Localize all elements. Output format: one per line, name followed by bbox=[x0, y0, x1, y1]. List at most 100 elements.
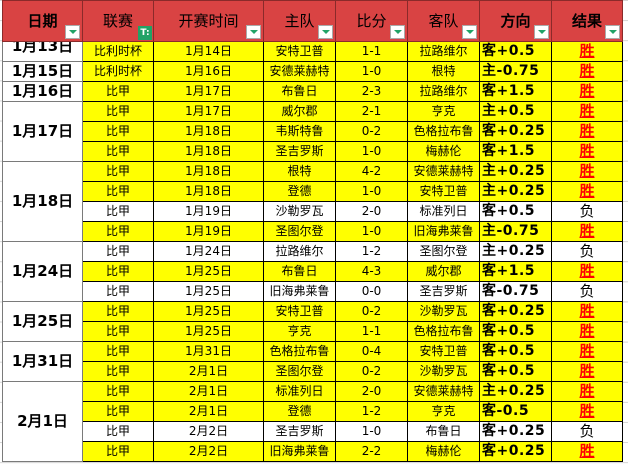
league-cell[interactable]: 比甲 bbox=[82, 201, 154, 222]
home-cell[interactable]: 亨克 bbox=[263, 321, 336, 342]
direction-cell[interactable]: 客+0.25 bbox=[479, 121, 552, 142]
result-cell[interactable]: 胜 bbox=[551, 341, 623, 362]
direction-cell[interactable]: 主-0.75 bbox=[479, 221, 552, 242]
direction-cell[interactable]: 客+0.5 bbox=[479, 321, 552, 342]
time-cell[interactable]: 1月31日 bbox=[153, 341, 264, 362]
league-cell[interactable]: 比甲 bbox=[82, 121, 154, 142]
direction-cell[interactable]: 客+0.5 bbox=[479, 41, 552, 62]
time-cell[interactable]: 2月1日 bbox=[153, 361, 264, 382]
home-cell[interactable]: 威尔郡 bbox=[263, 101, 336, 122]
score-cell[interactable]: 1-0 bbox=[335, 221, 408, 242]
result-cell[interactable]: 胜 bbox=[551, 261, 623, 282]
result-cell[interactable]: 胜 bbox=[551, 101, 623, 122]
away-cell[interactable]: 梅赫伦 bbox=[407, 441, 480, 462]
result-cell[interactable]: 负 bbox=[551, 421, 623, 442]
home-cell[interactable]: 圣图尔登 bbox=[263, 361, 336, 382]
away-cell[interactable]: 拉路维尔 bbox=[407, 81, 480, 102]
direction-cell[interactable]: 客+1.5 bbox=[479, 141, 552, 162]
date-cell[interactable]: 1月17日 bbox=[2, 101, 83, 162]
league-cell[interactable]: 比甲 bbox=[82, 281, 154, 302]
date-cell[interactable]: 1月31日 bbox=[2, 341, 83, 382]
away-cell[interactable]: 圣图尔登 bbox=[407, 241, 480, 262]
score-cell[interactable]: 2-1 bbox=[335, 101, 408, 122]
away-cell[interactable]: 色格拉布鲁 bbox=[407, 121, 480, 142]
result-cell[interactable]: 胜 bbox=[551, 221, 623, 242]
time-cell[interactable]: 1月18日 bbox=[153, 161, 264, 182]
away-cell[interactable]: 圣吉罗斯 bbox=[407, 281, 480, 302]
dropdown-icon[interactable] bbox=[246, 25, 261, 39]
dropdown-icon[interactable] bbox=[65, 25, 80, 39]
time-cell[interactable]: 1月18日 bbox=[153, 121, 264, 142]
time-cell[interactable]: 1月25日 bbox=[153, 261, 264, 282]
direction-cell[interactable]: 客+0.25 bbox=[479, 441, 552, 462]
league-cell[interactable]: 比甲 bbox=[82, 421, 154, 442]
direction-cell[interactable]: 主+0.5 bbox=[479, 101, 552, 122]
league-cell[interactable]: 比甲 bbox=[82, 101, 154, 122]
date-cell[interactable]: 1月16日 bbox=[2, 81, 83, 102]
time-cell[interactable]: 2月1日 bbox=[153, 381, 264, 402]
home-cell[interactable]: 布鲁日 bbox=[263, 261, 336, 282]
score-cell[interactable]: 0-2 bbox=[335, 121, 408, 142]
time-cell[interactable]: 1月17日 bbox=[153, 81, 264, 102]
score-cell[interactable]: 1-0 bbox=[335, 181, 408, 202]
score-cell[interactable]: 1-2 bbox=[335, 401, 408, 422]
league-cell[interactable]: 比甲 bbox=[82, 401, 154, 422]
league-cell[interactable]: 比利时杯 bbox=[82, 41, 154, 62]
score-cell[interactable]: 1-0 bbox=[335, 61, 408, 82]
home-cell[interactable]: 安德莱赫特 bbox=[263, 61, 336, 82]
time-cell[interactable]: 2月2日 bbox=[153, 421, 264, 442]
direction-cell[interactable]: 客+0.25 bbox=[479, 421, 552, 442]
league-cell[interactable]: 比甲 bbox=[82, 341, 154, 362]
time-cell[interactable]: 1月18日 bbox=[153, 181, 264, 202]
result-cell[interactable]: 胜 bbox=[551, 321, 623, 342]
home-cell[interactable]: 布鲁日 bbox=[263, 81, 336, 102]
time-cell[interactable]: 2月1日 bbox=[153, 401, 264, 422]
time-cell[interactable]: 1月25日 bbox=[153, 301, 264, 322]
time-cell[interactable]: 1月16日 bbox=[153, 61, 264, 82]
result-cell[interactable]: 胜 bbox=[551, 401, 623, 422]
time-cell[interactable]: 1月19日 bbox=[153, 201, 264, 222]
league-cell[interactable]: 比甲 bbox=[82, 181, 154, 202]
home-cell[interactable]: 圣吉罗斯 bbox=[263, 421, 336, 442]
score-cell[interactable]: 0-4 bbox=[335, 341, 408, 362]
result-cell[interactable]: 胜 bbox=[551, 41, 623, 62]
time-cell[interactable]: 1月19日 bbox=[153, 221, 264, 242]
home-cell[interactable]: 旧海弗莱鲁 bbox=[263, 281, 336, 302]
score-cell[interactable]: 1-0 bbox=[335, 141, 408, 162]
date-cell[interactable]: 1月24日 bbox=[2, 241, 83, 302]
home-cell[interactable]: 标准列日 bbox=[263, 381, 336, 402]
score-cell[interactable]: 2-3 bbox=[335, 81, 408, 102]
home-cell[interactable]: 登德 bbox=[263, 401, 336, 422]
home-cell[interactable]: 韦斯特鲁 bbox=[263, 121, 336, 142]
away-cell[interactable]: 布鲁日 bbox=[407, 421, 480, 442]
result-cell[interactable]: 胜 bbox=[551, 381, 623, 402]
direction-cell[interactable]: 主+0.25 bbox=[479, 161, 552, 182]
home-cell[interactable]: 圣吉罗斯 bbox=[263, 141, 336, 162]
score-cell[interactable]: 0-2 bbox=[335, 301, 408, 322]
time-cell[interactable]: 1月25日 bbox=[153, 281, 264, 302]
result-cell[interactable]: 胜 bbox=[551, 161, 623, 182]
league-cell[interactable]: 比甲 bbox=[82, 81, 154, 102]
away-cell[interactable]: 色格拉布鲁 bbox=[407, 321, 480, 342]
away-cell[interactable]: 安德莱赫特 bbox=[407, 161, 480, 182]
direction-cell[interactable]: 客+0.5 bbox=[479, 361, 552, 382]
result-cell[interactable]: 胜 bbox=[551, 141, 623, 162]
home-cell[interactable]: 拉路维尔 bbox=[263, 241, 336, 262]
time-cell[interactable]: 1月18日 bbox=[153, 141, 264, 162]
result-cell[interactable]: 胜 bbox=[551, 301, 623, 322]
dropdown-icon[interactable] bbox=[390, 25, 405, 39]
result-cell[interactable]: 胜 bbox=[551, 61, 623, 82]
dropdown-icon[interactable] bbox=[318, 25, 333, 39]
league-cell[interactable]: 比甲 bbox=[82, 221, 154, 242]
home-cell[interactable]: 登德 bbox=[263, 181, 336, 202]
home-cell[interactable]: 色格拉布鲁 bbox=[263, 341, 336, 362]
direction-cell[interactable]: 客+1.5 bbox=[479, 81, 552, 102]
result-cell[interactable]: 胜 bbox=[551, 441, 623, 462]
away-cell[interactable]: 沙勒罗瓦 bbox=[407, 301, 480, 322]
away-cell[interactable]: 安特卫普 bbox=[407, 341, 480, 362]
direction-cell[interactable]: 客-0.5 bbox=[479, 401, 552, 422]
result-cell[interactable]: 胜 bbox=[551, 361, 623, 382]
direction-cell[interactable]: 客+0.5 bbox=[479, 341, 552, 362]
time-cell[interactable]: 1月25日 bbox=[153, 321, 264, 342]
score-cell[interactable]: 1-1 bbox=[335, 41, 408, 62]
